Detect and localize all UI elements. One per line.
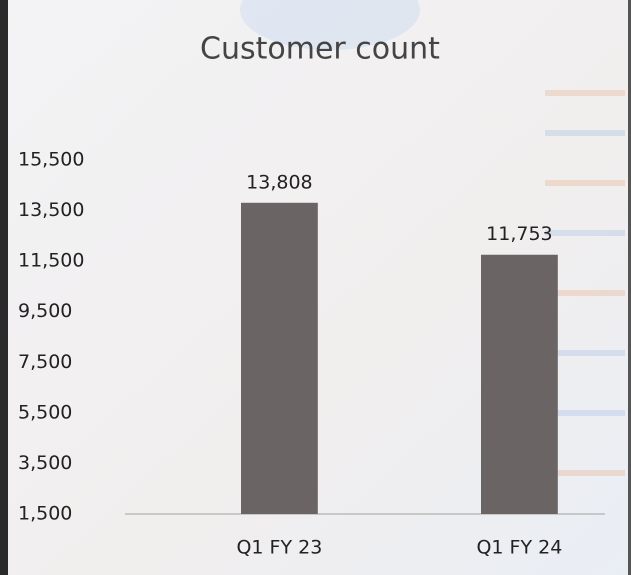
- left-edge: [0, 0, 8, 575]
- x-tick-label: Q1 FY 24: [476, 537, 562, 559]
- y-tick-label: 1,500: [18, 503, 72, 525]
- value-label: 11,753: [486, 223, 552, 245]
- bar: [241, 203, 318, 514]
- y-tick-label: 7,500: [18, 351, 72, 373]
- y-tick-label: 15,500: [18, 149, 84, 171]
- value-label: 13,808: [246, 171, 312, 193]
- x-tick-label: Q1 FY 23: [236, 537, 322, 559]
- y-tick-label: 5,500: [18, 401, 72, 423]
- bar: [481, 255, 558, 514]
- y-tick-label: 13,500: [18, 199, 84, 221]
- page: Customer count 1,500 3,500 5,500 7,500 9,500…: [0, 0, 631, 575]
- chart-title: Customer count: [200, 32, 440, 67]
- y-tick-label: 9,500: [18, 300, 72, 322]
- y-tick-label: 11,500: [18, 250, 84, 272]
- chart: Customer count 1,500 3,500 5,500 7,500 9,500…: [0, 0, 631, 575]
- y-tick-label: 3,500: [18, 452, 72, 474]
